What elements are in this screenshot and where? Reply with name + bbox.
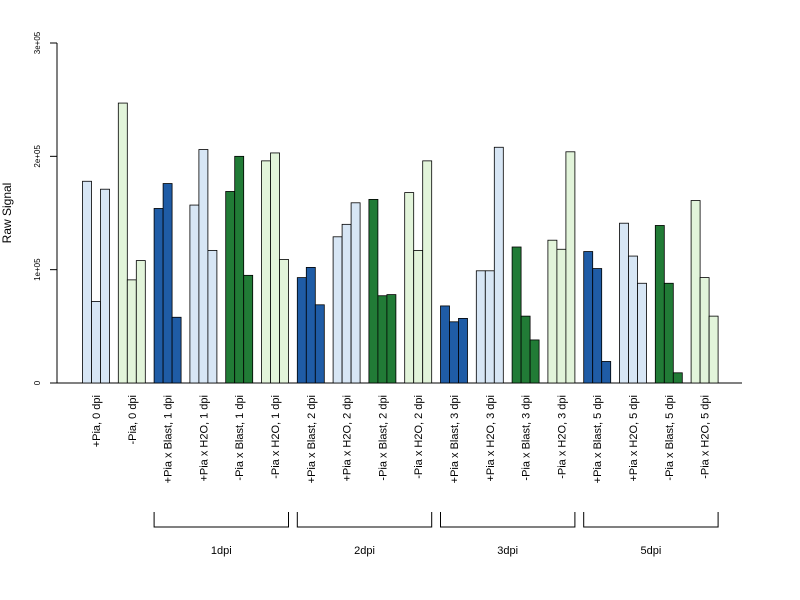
category-label: +Pia x H2O, 2 dpi [342,395,354,482]
bar [520,315,531,384]
category-label: -Pia x H2O, 1 dpi [270,395,282,479]
bar [386,294,397,384]
category-label: +Pia x Blast, 5 dpi [592,395,604,483]
bar [583,251,594,384]
bar [171,316,182,384]
bar [529,339,540,384]
bar [279,259,289,384]
bar [440,305,450,384]
bar [484,270,495,384]
time-group-brackets: 1dpi 2dpi 3dpi 5dpi [153,512,719,557]
bar [305,266,316,384]
bar [91,300,101,384]
category-label: +Pia, 0 dpi [91,395,103,447]
bar [117,102,128,384]
bar [332,236,343,384]
bar [547,239,558,384]
category-label: -Pia x Blast, 2 dpi [377,395,389,481]
y-tick-label: 2e+05 [33,145,42,168]
bar [458,317,468,384]
bar [404,192,415,384]
bar [601,361,612,384]
time-group-bracket [583,512,719,528]
bar [350,202,361,384]
category-label: +Pia x H2O, 3 dpi [485,395,497,482]
category-label: +Pia x Blast, 3 dpi [449,395,461,483]
y-axis-label: Raw Signal [0,183,14,244]
bar [198,149,209,384]
time-group-bracket [440,512,576,528]
bar [377,295,388,384]
bar [637,282,647,384]
bar [449,321,459,384]
bar [699,277,710,384]
bar [422,160,433,384]
bar [261,160,271,384]
category-label: -Pia x Blast, 5 dpi [664,395,676,481]
bar [368,198,379,384]
y-ticks: 0 1e+05 2e+05 3e+05 [33,31,57,385]
category-label: +Pia x H2O, 5 dpi [628,395,640,482]
time-group-label: 1dpi [211,545,232,557]
bar [296,277,307,384]
time-group-label: 2dpi [354,545,375,557]
category-label: -Pia x H2O, 3 dpi [556,395,568,479]
bar [100,188,110,384]
bar [493,146,504,384]
category-label: +Pia x Blast, 1 dpi [163,395,175,483]
bar [135,260,146,384]
bar [413,249,424,384]
category-label: -Pia, 0 dpi [127,395,139,445]
bar [708,315,719,384]
bar [592,268,603,384]
bar [270,152,280,384]
bar [207,249,218,384]
bars [82,102,719,384]
bar [126,279,137,384]
time-group-label: 5dpi [641,545,662,557]
bar [565,151,576,384]
bar [663,282,674,384]
bar [628,255,638,384]
y-tick-label: 3e+05 [33,31,42,54]
bar [153,208,164,384]
bar [314,304,325,384]
category-label: -Pia x Blast, 3 dpi [521,395,533,481]
time-group-bracket [296,512,433,528]
y-axis: 0 1e+05 2e+05 3e+05 Raw Signal [0,31,58,385]
bar [162,183,173,384]
bar [672,372,683,384]
bar [654,225,665,384]
category-label: +Pia x Blast, 2 dpi [306,395,318,483]
bar [189,204,200,384]
y-tick-label: 0 [33,380,42,385]
category-label: -Pia x Blast, 1 dpi [234,395,246,481]
category-label: +Pia x H2O, 1 dpi [198,395,210,482]
bar [341,223,352,384]
bar [243,274,254,384]
y-tick-label: 1e+05 [33,258,42,281]
time-group-label: 3dpi [497,545,518,557]
bar [511,246,522,384]
category-labels: +Pia, 0 dpi -Pia, 0 dpi +Pia x Blast, 1 dp… [91,395,712,483]
bar [556,248,567,384]
time-group-bracket [153,512,289,528]
bar [234,155,245,384]
bar [82,180,92,384]
bar [690,200,701,384]
bar [225,191,236,384]
bar [475,270,486,384]
category-label: -Pia x H2O, 5 dpi [700,395,712,479]
bar [619,222,629,384]
category-label: -Pia x H2O, 2 dpi [413,395,425,479]
